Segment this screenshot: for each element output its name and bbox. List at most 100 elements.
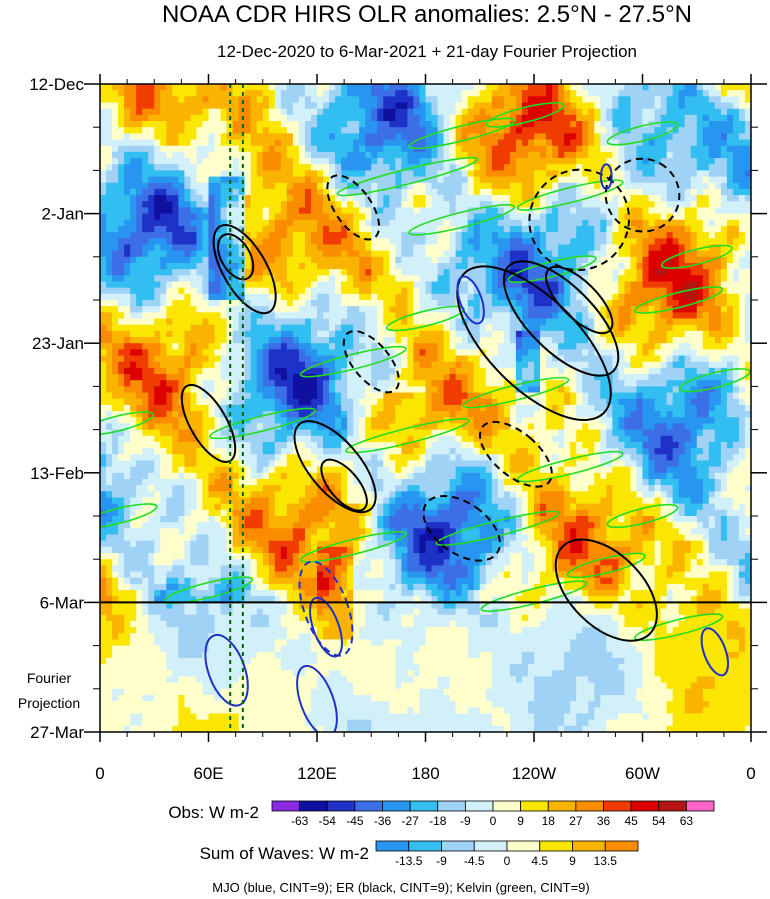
colorbar-level-label: -54 [319,814,337,828]
reference-lines [229,84,244,732]
kelvin-wave-contour [100,411,155,436]
kelvin-wave-contour [485,102,565,128]
colorbar-swatch [520,800,549,812]
colorbar-level-label: -9 [436,854,447,868]
mjo-wave-contour [296,664,338,732]
er-wave-contour [604,157,681,233]
x-tick-label: 60W [625,764,660,783]
er-wave-contour [326,174,381,241]
x-tick-label: 0 [95,764,104,783]
er-wave-contour [478,420,553,488]
colorbar-swatch [326,800,356,812]
kelvin-wave-contour [606,121,679,146]
colorbar-level-label: 27 [569,814,583,828]
kelvin-wave-contour [345,418,470,454]
colorbar-level-label: -63 [291,814,309,828]
footer-note: MJO (blue, CINT=9); ER (black, CINT=9); … [212,880,589,895]
y-tick-label: 6-Mar [40,593,85,612]
colorbar-swatch [539,840,573,852]
colorbar-swatch [408,840,442,852]
x-axis: 0 60E 120E 180 120W 60W 0 [95,74,756,783]
y-tick-label: 13-Feb [30,464,84,483]
kelvin-wave-contour [209,407,317,440]
colorbar-swatch [547,800,577,812]
kelvin-wave-contour [386,305,465,332]
projection-label-line2: Projection [18,695,80,711]
kelvin-wave-contour [634,613,724,641]
colorbar-level-label: 45 [624,814,638,828]
colorbar-swatch [658,800,687,812]
mjo-wave-contour [204,633,249,707]
y-tick-label: 2-Jan [41,205,84,224]
y-tick-label: 23-Jan [32,334,84,353]
mjo-wave-contour [700,627,730,677]
colorbar-level-label: -13.5 [395,854,423,868]
colorbar-level-label: -27 [401,814,419,828]
er-wave-contour [502,260,620,377]
colorbar-swatch [354,800,383,812]
er-wave-contour [216,233,255,281]
colorbar-swatch [685,800,715,812]
kelvin-wave-contour [606,503,679,529]
colorbar-swatch [473,840,508,852]
kelvin-wave-contour [660,244,733,269]
kelvin-wave-contour [299,345,407,378]
er-wave-contour [554,538,658,642]
mjo-wave-contour [298,560,354,657]
colorbar-level-label: 0 [490,814,497,828]
er-wave-contour [212,223,277,315]
x-tick-label: 120E [297,764,337,783]
colorbar-level-label: 13.5 [594,854,618,868]
waves-colorbar-label: Sum of Waves: W m-2 [200,844,369,863]
colorbar-level-label: 4.5 [531,854,548,868]
chart-subtitle: 12-Dec-2020 to 6-Mar-2021 + 21-day Fouri… [217,42,637,61]
mjo-wave-contour [456,275,485,325]
obs-colorbar-label: Obs: W m-2 [168,803,259,822]
kelvin-wave-contour [336,156,479,197]
colorbar-swatch [375,840,410,852]
waves-colorbar: -13.5 -9 -4.5 0 4.5 9 13.5 [375,840,639,868]
y-tick-label: 27-Mar [30,723,84,742]
colorbar-swatch [630,800,660,812]
kelvin-wave-contour [299,531,407,563]
colorbar-level-label: 9 [517,814,524,828]
er-wave-contour [545,265,614,335]
er-wave-contour [422,494,501,562]
colorbar-swatch [299,800,328,812]
x-tick-label: 180 [411,764,439,783]
colorbar-level-label: 36 [597,814,611,828]
olr-anomaly-field [100,84,751,732]
colorbar-swatch [437,800,466,812]
mjo-wave-contour [309,596,343,658]
kelvin-wave-contour [408,204,516,236]
er-wave-contour [342,330,400,394]
colorbar-level-label: -45 [346,814,364,828]
colorbar-swatch [506,840,541,852]
colorbar-level-label: 54 [652,814,666,828]
kelvin-wave-contour [678,368,751,393]
plot-area [100,84,751,732]
colorbar-swatch [575,800,604,812]
colorbar-swatch [603,800,632,812]
y-tick-label: 12-Dec [29,75,84,94]
x-tick-label: 60E [193,764,223,783]
colorbar-swatch [492,800,522,812]
colorbar-level-label: 18 [542,814,556,828]
er-wave-contour [320,458,368,512]
colorbar-level-label: -18 [429,814,447,828]
colorbar-level-label: -4.5 [464,854,485,868]
colorbar-level-label: 0 [504,854,511,868]
er-wave-contour [528,168,630,272]
colorbar-level-label: -36 [374,814,392,828]
y-axis: 12-Dec 2-Jan 23-Jan 13-Feb 6-Mar 27-Mar [29,75,767,742]
kelvin-wave-contour [100,503,158,529]
colorbar-swatch [409,800,439,812]
colorbar-swatch [382,800,411,812]
kelvin-wave-contour [566,552,646,579]
colorbar-swatch [604,840,639,852]
x-tick-label: 120W [512,764,556,783]
chart-title: NOAA CDR HIRS OLR anomalies: 2.5°N - 27.… [162,1,692,28]
colorbar-level-label: -9 [460,814,471,828]
colorbar-level-label: 63 [680,814,694,828]
